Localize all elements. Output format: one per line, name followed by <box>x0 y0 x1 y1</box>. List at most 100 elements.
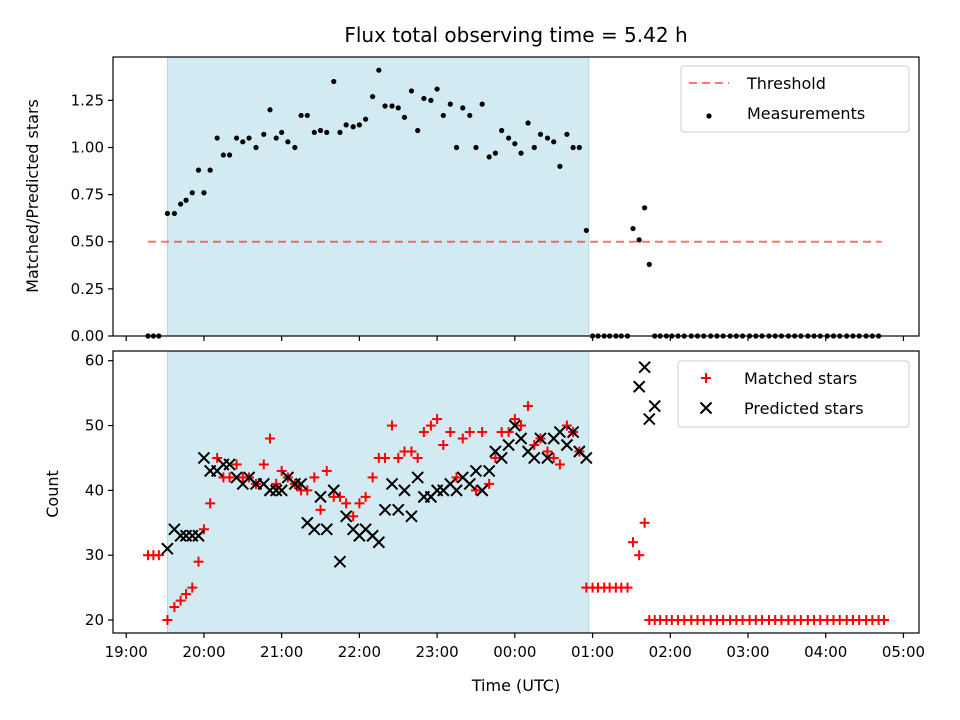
data-point <box>385 477 399 491</box>
data-point <box>508 419 522 432</box>
data-point <box>879 615 890 626</box>
data-point-b <box>385 477 399 491</box>
x-tick-label: 04:00 <box>804 643 847 661</box>
data-point-b <box>475 484 489 497</box>
data-point <box>541 451 554 465</box>
data-point <box>372 536 386 549</box>
data-point <box>580 451 593 465</box>
data-point-b <box>508 419 522 432</box>
data-point <box>376 67 382 73</box>
data-point <box>564 131 570 137</box>
data-point <box>475 484 489 497</box>
data-point-b <box>398 484 411 497</box>
data-point <box>646 261 652 267</box>
data-point <box>315 504 326 515</box>
data-point-b <box>230 471 243 484</box>
data-point <box>321 465 332 476</box>
data-point <box>275 484 288 497</box>
data-point <box>469 464 483 478</box>
data-point-b <box>242 471 256 484</box>
bottom-legend: Matched stars Predicted stars <box>677 360 910 428</box>
data-point <box>153 550 164 561</box>
y-tick-label: 0.00 <box>71 327 104 345</box>
data-point <box>271 478 282 489</box>
data-point <box>369 93 376 100</box>
data-point <box>387 420 398 431</box>
data-point <box>479 101 485 107</box>
data-point <box>382 103 388 109</box>
axes-frame <box>112 350 920 634</box>
data-point <box>542 446 553 457</box>
data-point <box>529 440 540 450</box>
data-point <box>531 144 537 151</box>
top-panel: 0.00 0.25 0.50 0.75 1.00 1.25 Matched/Predict… <box>23 56 920 345</box>
data-point <box>484 478 495 489</box>
data-point <box>490 452 501 463</box>
data-point-b <box>405 510 418 523</box>
data-point-b <box>308 523 321 536</box>
data-point <box>643 412 656 426</box>
data-point <box>467 112 473 119</box>
data-point <box>451 472 462 483</box>
data-point <box>214 135 220 141</box>
data-point <box>432 414 443 425</box>
legend-label: Measurements <box>747 104 865 123</box>
data-point <box>405 510 418 523</box>
data-point <box>648 399 661 413</box>
data-point-b <box>456 471 469 484</box>
y-tick-label: 0.25 <box>71 280 104 298</box>
legend-predicted-swatch <box>699 401 713 415</box>
data-point-b <box>223 458 236 471</box>
data-point <box>378 503 392 517</box>
y-tick-label: 50 <box>85 417 104 435</box>
data-point-b <box>372 536 386 549</box>
data-point <box>337 129 343 136</box>
data-point-b <box>514 432 528 445</box>
data-point <box>632 380 646 393</box>
data-point <box>406 446 417 457</box>
data-point <box>553 425 567 439</box>
data-point <box>492 150 499 156</box>
data-point <box>197 451 211 465</box>
data-point <box>201 190 207 196</box>
legend-label: Predicted stars <box>744 399 864 418</box>
data-point <box>463 477 476 491</box>
data-point <box>411 471 424 484</box>
y-tick-label: 40 <box>85 481 104 499</box>
data-point <box>320 523 333 536</box>
data-point <box>333 555 347 568</box>
data-point-b <box>566 425 580 439</box>
data-point <box>630 225 636 232</box>
data-point <box>292 144 298 151</box>
data-point <box>528 451 541 465</box>
data-point <box>285 139 291 145</box>
y-tick-label: 60 <box>85 352 104 370</box>
data-point-b <box>192 529 205 542</box>
data-point <box>339 510 353 523</box>
legend-label: Threshold <box>746 74 826 93</box>
data-point-b <box>411 471 424 484</box>
data-point <box>518 150 524 156</box>
data-point <box>622 582 633 593</box>
data-point-b <box>495 451 508 465</box>
chart-title: Flux total observing time = 5.42 h <box>344 23 687 47</box>
data-point <box>473 144 479 151</box>
data-point <box>486 154 492 160</box>
data-point <box>393 452 404 463</box>
data-point <box>464 427 475 438</box>
data-point <box>421 95 427 102</box>
data-point <box>576 144 582 151</box>
data-point <box>438 440 449 450</box>
data-point-b <box>450 484 463 497</box>
data-point-b <box>444 477 457 491</box>
data-point <box>265 433 276 444</box>
data-point-b <box>197 451 211 465</box>
data-point-b <box>648 399 661 413</box>
data-point <box>477 427 488 438</box>
data-point-b <box>320 523 333 536</box>
data-point <box>525 120 531 126</box>
bottom-panel: 20 30 40 50 60 19:00 20:00 21:00 22:00 23:00 00:00… <box>43 350 925 661</box>
y-tick-label: 0.50 <box>71 233 104 251</box>
data-point <box>350 124 356 130</box>
